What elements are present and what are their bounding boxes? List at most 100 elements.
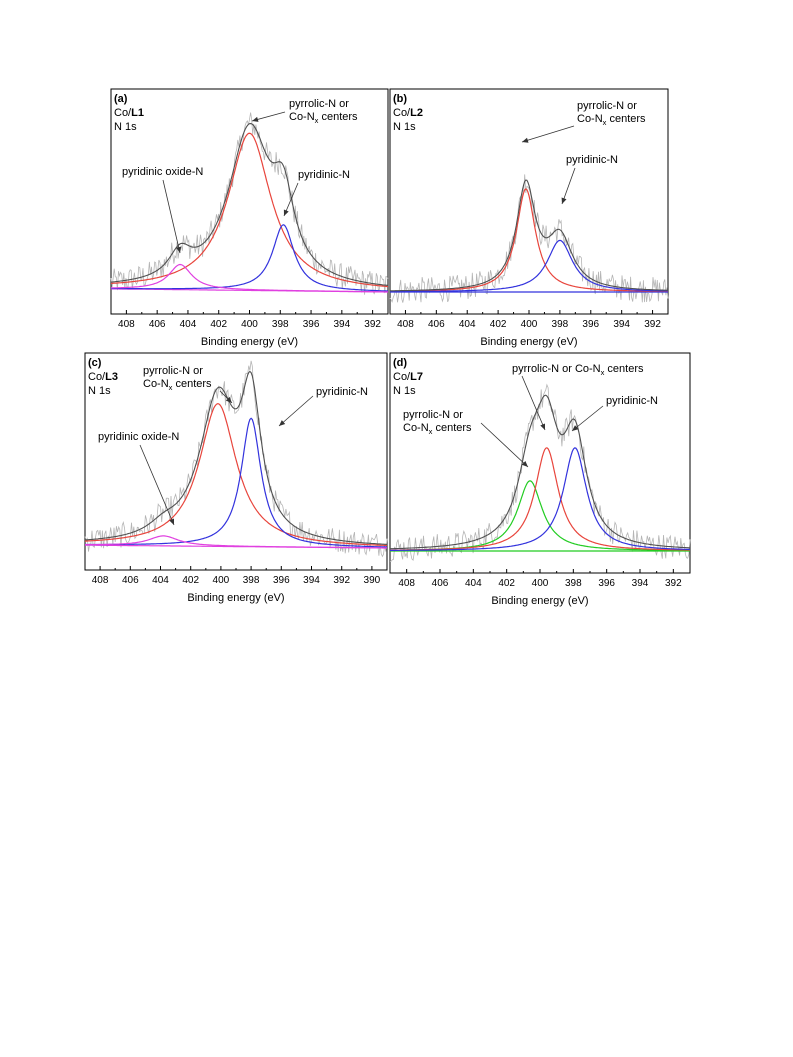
annotation-arrow-line <box>521 125 575 143</box>
x-tick-label: 400 <box>241 319 258 330</box>
annotation-arrowhead <box>176 246 182 253</box>
annotation-text: pyridinic-N <box>316 386 368 398</box>
x-tick-label: 402 <box>498 578 515 589</box>
annotation-text: pyrrolic-N or <box>289 98 349 110</box>
peak-pyrrolic-n-or-co-nx-centers <box>85 403 388 547</box>
sample-label: Co/L3 <box>88 371 118 383</box>
annotation-text: Co-Nx centers <box>143 378 212 392</box>
peak-pyrrolic-n-or-co-nx-centers-green- <box>390 480 690 551</box>
peak-pyridinic-n <box>111 224 388 292</box>
annotation-text: pyridinic-N <box>298 169 350 181</box>
x-tick-label: 406 <box>149 319 166 330</box>
annotation-text: pyridinic-N <box>566 154 618 166</box>
x-axis-label: Binding energy (eV) <box>187 592 284 604</box>
peak-pyrrolic-n-or-co-nx-centers <box>389 188 668 292</box>
annotation: pyridinic-N <box>278 386 368 427</box>
annotation-text: pyrrolic-N or <box>577 100 637 112</box>
annotation-text: Co-Nx centers <box>577 113 646 127</box>
x-tick-label: 408 <box>92 575 109 586</box>
x-axis-label: Binding energy (eV) <box>480 336 577 348</box>
panel-label: (d) <box>393 357 407 369</box>
envelope-line <box>85 370 388 545</box>
x-tick-label: 398 <box>243 575 260 586</box>
annotation-arrowhead <box>283 209 289 216</box>
x-tick-label: 392 <box>364 319 381 330</box>
annotation-text: pyrrolic-N or <box>403 409 463 421</box>
x-tick-label: 392 <box>665 578 682 589</box>
x-tick-label: 394 <box>303 575 320 586</box>
x-tick-label: 394 <box>632 578 649 589</box>
xps-panel-d: 408 406 404 402 400 398 396 394 392 Binding energ… <box>389 352 691 607</box>
x-tick-label: 402 <box>182 575 199 586</box>
annotation-arrowhead <box>522 137 529 143</box>
x-tick-label: 408 <box>118 319 135 330</box>
raw-data-line <box>110 112 389 295</box>
peak-pyridinic-oxide-n <box>85 535 387 549</box>
peak-pyrrolic-n-or-co-nx-centers-red- <box>390 447 690 551</box>
annotation: pyridinic oxide-N <box>98 431 179 526</box>
sample-label: Co/L2 <box>393 107 423 119</box>
xps-panel-b: 408 406 404 402 400 398 396 394 392 Binding energ… <box>389 88 669 348</box>
panel-label: (b) <box>393 93 407 105</box>
annotation-arrowhead <box>225 396 232 403</box>
annotation-text: pyrrolic-N or Co-Nx centers <box>512 363 644 377</box>
annotation-arrowhead <box>521 461 528 467</box>
x-tick-label: 400 <box>213 575 230 586</box>
peak-pyridinic-oxide-n <box>111 263 388 293</box>
x-tick-label: 404 <box>459 319 476 330</box>
envelope-line <box>390 179 668 292</box>
envelope-line <box>389 394 690 550</box>
spectrum-label: N 1s <box>393 121 416 133</box>
peak-pyridinic-n <box>390 447 691 551</box>
annotation-text: pyridinic oxide-N <box>98 431 179 443</box>
sample-label: Co/L1 <box>114 107 144 119</box>
peak-pyridinic-n <box>390 239 669 293</box>
annotation-text: pyridinic oxide-N <box>122 166 203 178</box>
x-tick-label: 396 <box>303 319 320 330</box>
x-tick-label: 404 <box>152 575 169 586</box>
x-tick-label: 406 <box>428 319 445 330</box>
annotation-arrow-line <box>561 167 576 205</box>
panel-label: (a) <box>114 93 128 105</box>
annotation-arrowhead <box>252 116 259 122</box>
x-tick-label: 396 <box>273 575 290 586</box>
x-axis-label: Binding energy (eV) <box>491 595 588 607</box>
annotation-arrowhead <box>572 425 579 431</box>
annotation-arrow-line <box>480 422 529 468</box>
x-tick-label: 398 <box>565 578 582 589</box>
spectrum-label: N 1s <box>88 385 111 397</box>
annotation-text: pyrrolic-N or <box>143 365 203 377</box>
annotation-arrow-line <box>521 375 546 431</box>
annotation-arrow-line <box>162 179 181 254</box>
x-tick-label: 402 <box>490 319 507 330</box>
annotation-arrowhead <box>169 518 174 525</box>
sample-label: Co/L7 <box>393 371 423 383</box>
x-tick-label: 398 <box>552 319 569 330</box>
annotation: pyridinic-N <box>571 395 658 432</box>
x-tick-label: 400 <box>532 578 549 589</box>
x-tick-label: 408 <box>397 319 414 330</box>
spectrum-label: N 1s <box>393 385 416 397</box>
x-axis-label: Binding energy (eV) <box>201 336 298 348</box>
x-tick-label: 406 <box>432 578 449 589</box>
x-tick-label: 404 <box>180 319 197 330</box>
peak-pyrrolic-n-or-co-nx-centers <box>111 132 389 288</box>
x-tick-label: 396 <box>598 578 615 589</box>
x-tick-label: 402 <box>210 319 227 330</box>
plot-frame <box>389 352 691 574</box>
x-tick-label: 394 <box>613 319 630 330</box>
annotation-arrowhead <box>561 197 567 204</box>
annotation-text: pyridinic-N <box>606 395 658 407</box>
x-tick-label: 392 <box>644 319 661 330</box>
annotation-text: Co-Nx centers <box>289 111 358 125</box>
annotation-arrow-line <box>571 405 604 432</box>
x-tick-label: 394 <box>333 319 350 330</box>
annotation-arrowhead <box>540 423 545 430</box>
xps-panel-c: 408 406 404 402 400 398 396 394 392 390 Binding en… <box>84 352 388 604</box>
x-tick-label: 392 <box>333 575 350 586</box>
peak-pyridinic-n <box>85 417 387 548</box>
x-tick-label: 400 <box>521 319 538 330</box>
